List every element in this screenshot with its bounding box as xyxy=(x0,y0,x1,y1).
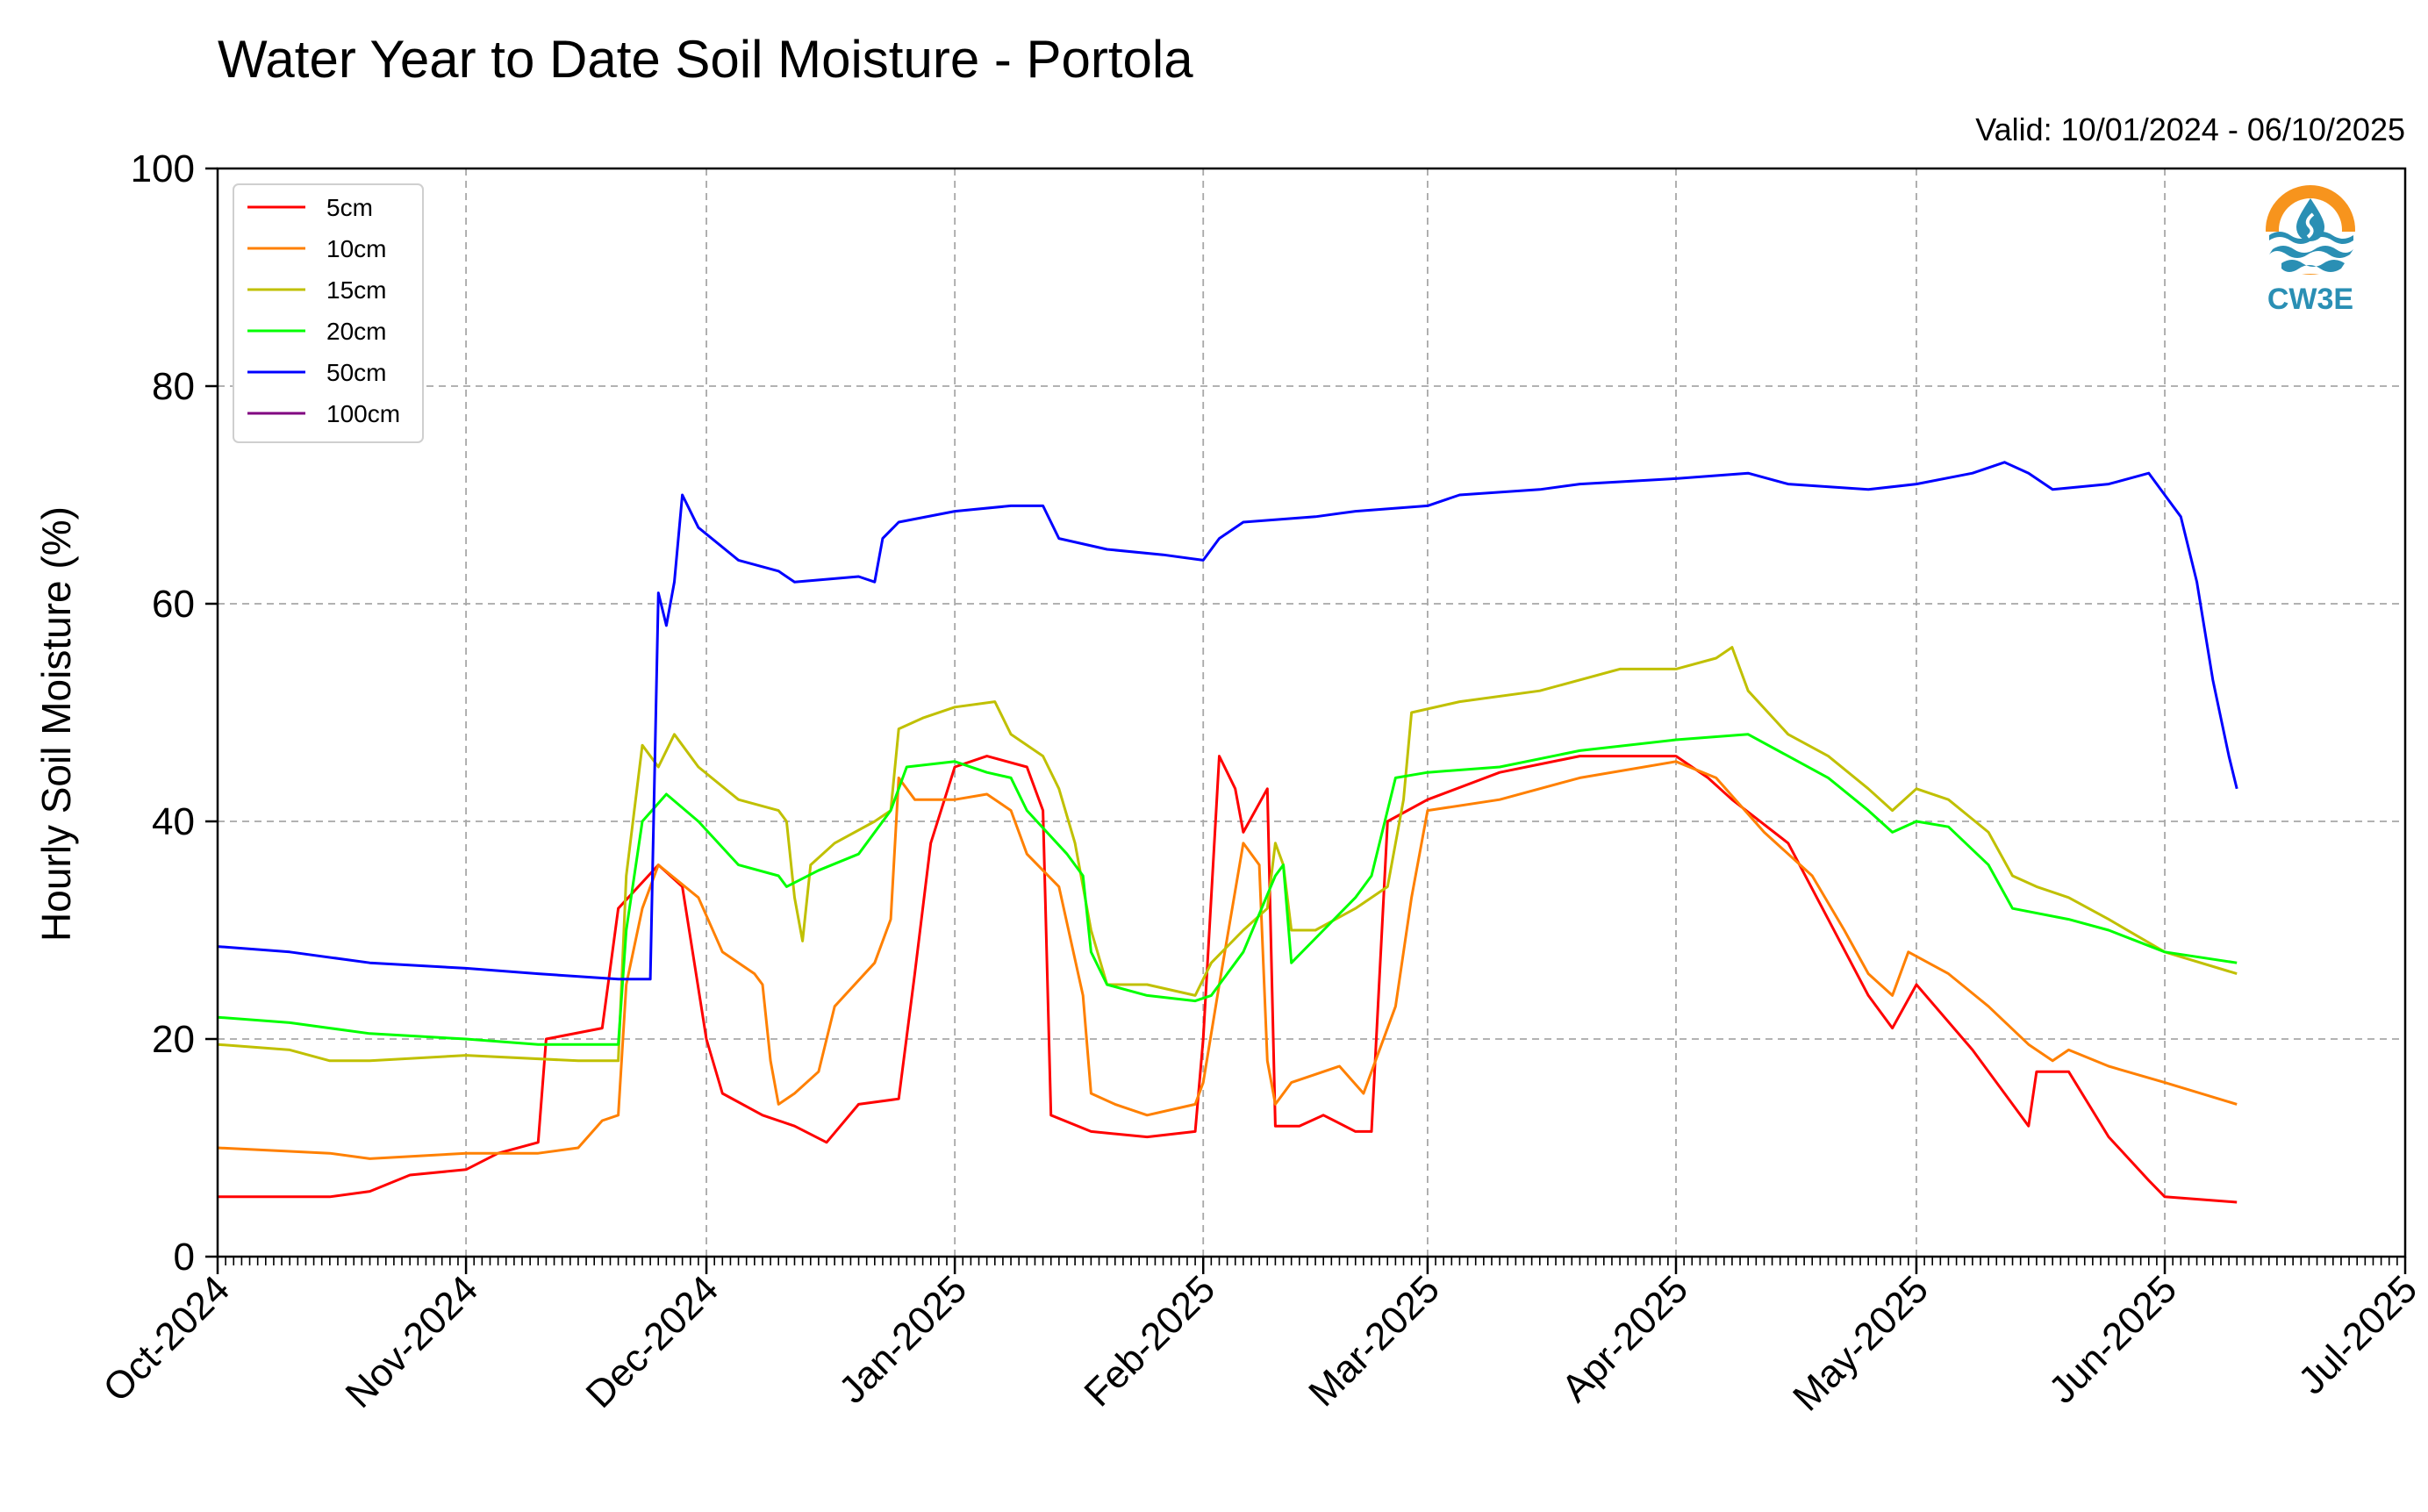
series-lines xyxy=(217,461,2238,1204)
axis-ticks xyxy=(205,167,2407,1274)
legend-label-5cm: 5cm xyxy=(326,194,373,221)
x-tick-label: Feb-2025 xyxy=(1076,1267,1223,1415)
x-tick-label: Jan-2025 xyxy=(831,1267,975,1411)
cw3e-logo: CW3E xyxy=(2266,185,2355,316)
legend: 5cm 10cm 15cm 20cm 50cm 100cm xyxy=(233,183,424,443)
y-tick-label: 80 xyxy=(152,365,195,408)
x-tick-label: Jun-2025 xyxy=(2041,1267,2185,1411)
axis-tick-labels: 0 20 40 60 80 100 Oct-2024 Nov-2024 Dec-2024 Jan-… xyxy=(95,147,2425,1419)
x-tick-label: Jul-2025 xyxy=(2290,1267,2425,1402)
series-line-20cm xyxy=(217,733,2238,1046)
legend-label-100cm: 100cm xyxy=(326,400,400,427)
series-line-10cm xyxy=(217,760,2238,1160)
grid-lines xyxy=(218,168,2405,1257)
logo-wave-icon xyxy=(2269,232,2353,272)
x-tick-label: Apr-2025 xyxy=(1553,1267,1696,1410)
plot-area xyxy=(216,167,2407,1258)
y-axis-label: Hourly Soil Moisture (%) xyxy=(33,506,79,942)
logo-drop-icon xyxy=(2296,198,2324,241)
x-minor-ticks xyxy=(217,1257,2406,1265)
x-tick-label: May-2025 xyxy=(1785,1267,1937,1419)
x-tick-label: Mar-2025 xyxy=(1300,1267,1448,1415)
legend-label-50cm: 50cm xyxy=(326,359,386,386)
y-tick-label: 40 xyxy=(152,800,195,843)
series-line-5cm xyxy=(218,755,2238,1204)
y-tick-label: 60 xyxy=(152,583,195,626)
legend-label-20cm: 20cm xyxy=(326,318,386,345)
logo-drop-swirl-icon xyxy=(2305,212,2315,239)
series-line-15cm xyxy=(217,646,2238,1063)
logo-text: CW3E xyxy=(2267,283,2353,316)
x-tick-label: Oct-2024 xyxy=(95,1267,238,1410)
chart-title: Water Year to Date Soil Moisture - Porto… xyxy=(218,30,1193,89)
series-line-50cm xyxy=(217,461,2238,981)
y-tick-label: 20 xyxy=(152,1018,195,1061)
x-tick-label: Dec-2024 xyxy=(578,1267,727,1416)
legend-label-10cm: 10cm xyxy=(326,235,386,262)
y-tick-label: 0 xyxy=(174,1236,195,1279)
valid-range: Valid: 10/01/2024 - 06/10/2025 xyxy=(1975,111,2405,147)
legend-label-15cm: 15cm xyxy=(326,276,386,304)
x-tick-label: Nov-2024 xyxy=(338,1267,487,1416)
y-tick-label: 100 xyxy=(131,147,195,190)
